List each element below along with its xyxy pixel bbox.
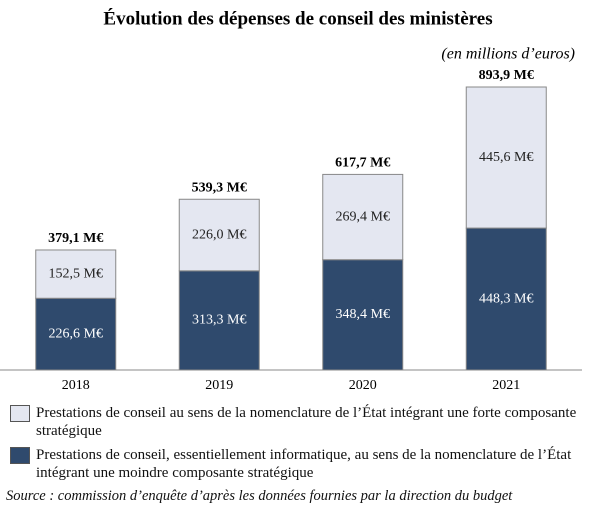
legend-swatch xyxy=(10,405,30,422)
x-tick-label: 2020 xyxy=(349,378,377,393)
legend-item: Prestations de conseil, essentiellement … xyxy=(10,446,590,482)
legend-swatch xyxy=(10,447,30,464)
legend-label: Prestations de conseil, essentiellement … xyxy=(36,447,572,481)
value-label: 313,3 M€ xyxy=(192,313,246,328)
total-label: 893,9 M€ xyxy=(479,68,534,83)
value-label: 269,4 M€ xyxy=(336,209,390,224)
bar-segment xyxy=(465,227,547,371)
value-label: 448,3 M€ xyxy=(479,291,533,306)
bar-segment xyxy=(322,173,404,261)
x-tick-label: 2018 xyxy=(62,378,90,393)
total-label: 617,7 M€ xyxy=(335,156,390,171)
total-label: 539,3 M€ xyxy=(192,180,247,195)
value-label: 445,6 M€ xyxy=(479,150,533,165)
chart: Évolution des dépenses de conseil des mi… xyxy=(0,7,582,393)
chart-subtitle: (en millions d’euros) xyxy=(441,46,575,63)
bar-segment xyxy=(465,86,547,229)
x-tick-label: 2021 xyxy=(492,378,520,393)
value-label: 348,4 M€ xyxy=(336,307,390,322)
value-label: 226,6 M€ xyxy=(49,326,103,341)
bar-segment xyxy=(35,297,117,371)
x-tick-label: 2019 xyxy=(205,378,233,393)
bar-segment xyxy=(322,259,404,371)
total-label: 379,1 M€ xyxy=(48,231,103,246)
value-label: 152,5 M€ xyxy=(49,266,103,281)
bar-segment xyxy=(35,249,117,299)
legend-item: Prestations de conseil au sens de la nom… xyxy=(10,404,590,440)
value-label: 226,0 M€ xyxy=(192,227,246,242)
legend-label: Prestations de conseil au sens de la nom… xyxy=(36,405,577,439)
chart-title: Évolution des dépenses de conseil des mi… xyxy=(103,7,492,29)
bar-segment xyxy=(178,198,260,272)
source-note: Source : commission d’enquête d’après le… xyxy=(6,488,513,504)
